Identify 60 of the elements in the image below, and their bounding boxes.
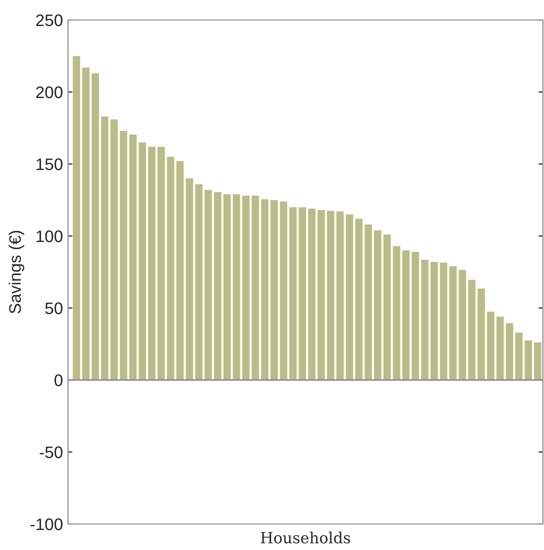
bar xyxy=(440,262,448,380)
y-tick-label: 150 xyxy=(36,158,62,170)
y-tick-label: 50 xyxy=(45,302,62,314)
bar xyxy=(383,234,391,380)
bar xyxy=(355,218,363,380)
bar xyxy=(496,316,504,380)
bar xyxy=(195,184,203,380)
bar xyxy=(289,207,297,380)
bar xyxy=(270,200,278,380)
bar xyxy=(364,224,372,380)
bar xyxy=(214,192,222,380)
bar xyxy=(430,262,438,380)
bar xyxy=(223,194,231,380)
bar xyxy=(204,190,212,380)
bar xyxy=(101,116,108,380)
bar xyxy=(176,161,184,380)
bar xyxy=(402,250,410,380)
bar xyxy=(232,194,240,380)
bar xyxy=(458,270,466,380)
bar xyxy=(534,342,542,380)
x-axis-title: Households xyxy=(260,532,350,544)
bar xyxy=(148,146,156,380)
y-tick-label: -50 xyxy=(40,446,62,458)
bar xyxy=(308,208,316,380)
bar xyxy=(486,312,494,380)
y-tick-label: 250 xyxy=(36,14,62,26)
bar xyxy=(72,56,80,380)
bar xyxy=(261,199,268,380)
bar xyxy=(506,323,514,380)
bar xyxy=(242,196,250,380)
bar xyxy=(120,130,128,380)
bar xyxy=(374,230,382,380)
bar xyxy=(515,332,523,380)
bar xyxy=(392,246,400,380)
bar xyxy=(252,196,259,380)
bar xyxy=(326,210,334,380)
y-tick-label: 200 xyxy=(36,86,62,98)
bar xyxy=(110,119,118,380)
bar xyxy=(129,134,137,380)
bar xyxy=(158,146,165,380)
bar xyxy=(138,142,146,380)
bar xyxy=(82,68,90,380)
y-tick-label: 100 xyxy=(36,230,62,242)
bar xyxy=(336,212,344,380)
y-tick-label: 0 xyxy=(54,374,62,386)
bar xyxy=(280,201,288,380)
bar xyxy=(468,280,476,380)
y-tick-label: -100 xyxy=(30,518,62,530)
bar xyxy=(298,207,306,380)
bar xyxy=(412,252,420,380)
bar xyxy=(346,214,354,380)
bar xyxy=(421,260,428,380)
bar xyxy=(449,266,457,380)
bar xyxy=(166,156,174,380)
y-axis-title: Savings (€) xyxy=(8,230,24,314)
bar xyxy=(478,288,485,380)
bar xyxy=(186,178,194,380)
bar xyxy=(92,73,99,380)
bar xyxy=(524,340,532,380)
bar xyxy=(318,210,325,380)
